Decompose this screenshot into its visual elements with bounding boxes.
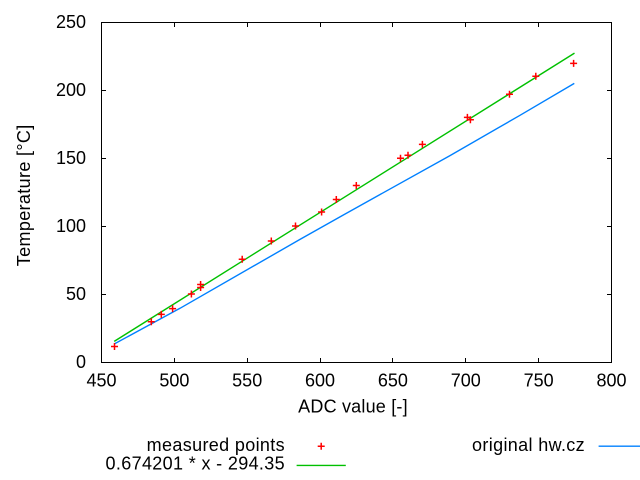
svg-text:50: 50 xyxy=(66,284,86,304)
svg-text:100: 100 xyxy=(56,216,86,236)
svg-text:800: 800 xyxy=(596,370,626,390)
svg-text:500: 500 xyxy=(159,370,189,390)
svg-text:550: 550 xyxy=(232,370,262,390)
svg-text:Temperature [°C]: Temperature [°C] xyxy=(14,124,34,266)
svg-text:750: 750 xyxy=(524,370,554,390)
svg-text:700: 700 xyxy=(451,370,481,390)
svg-text:ADC value [-]: ADC value [-] xyxy=(298,396,408,416)
svg-text:200: 200 xyxy=(56,80,86,100)
svg-text:original hw.cz: original hw.cz xyxy=(472,435,585,455)
svg-text:0: 0 xyxy=(76,352,86,372)
svg-text:250: 250 xyxy=(56,12,86,32)
svg-text:600: 600 xyxy=(305,370,335,390)
svg-text:450: 450 xyxy=(86,370,116,390)
svg-text:650: 650 xyxy=(378,370,408,390)
svg-text:0.674201 * x - 294.35: 0.674201 * x - 294.35 xyxy=(106,453,285,473)
svg-text:150: 150 xyxy=(56,148,86,168)
svg-text:measured points: measured points xyxy=(147,435,285,455)
